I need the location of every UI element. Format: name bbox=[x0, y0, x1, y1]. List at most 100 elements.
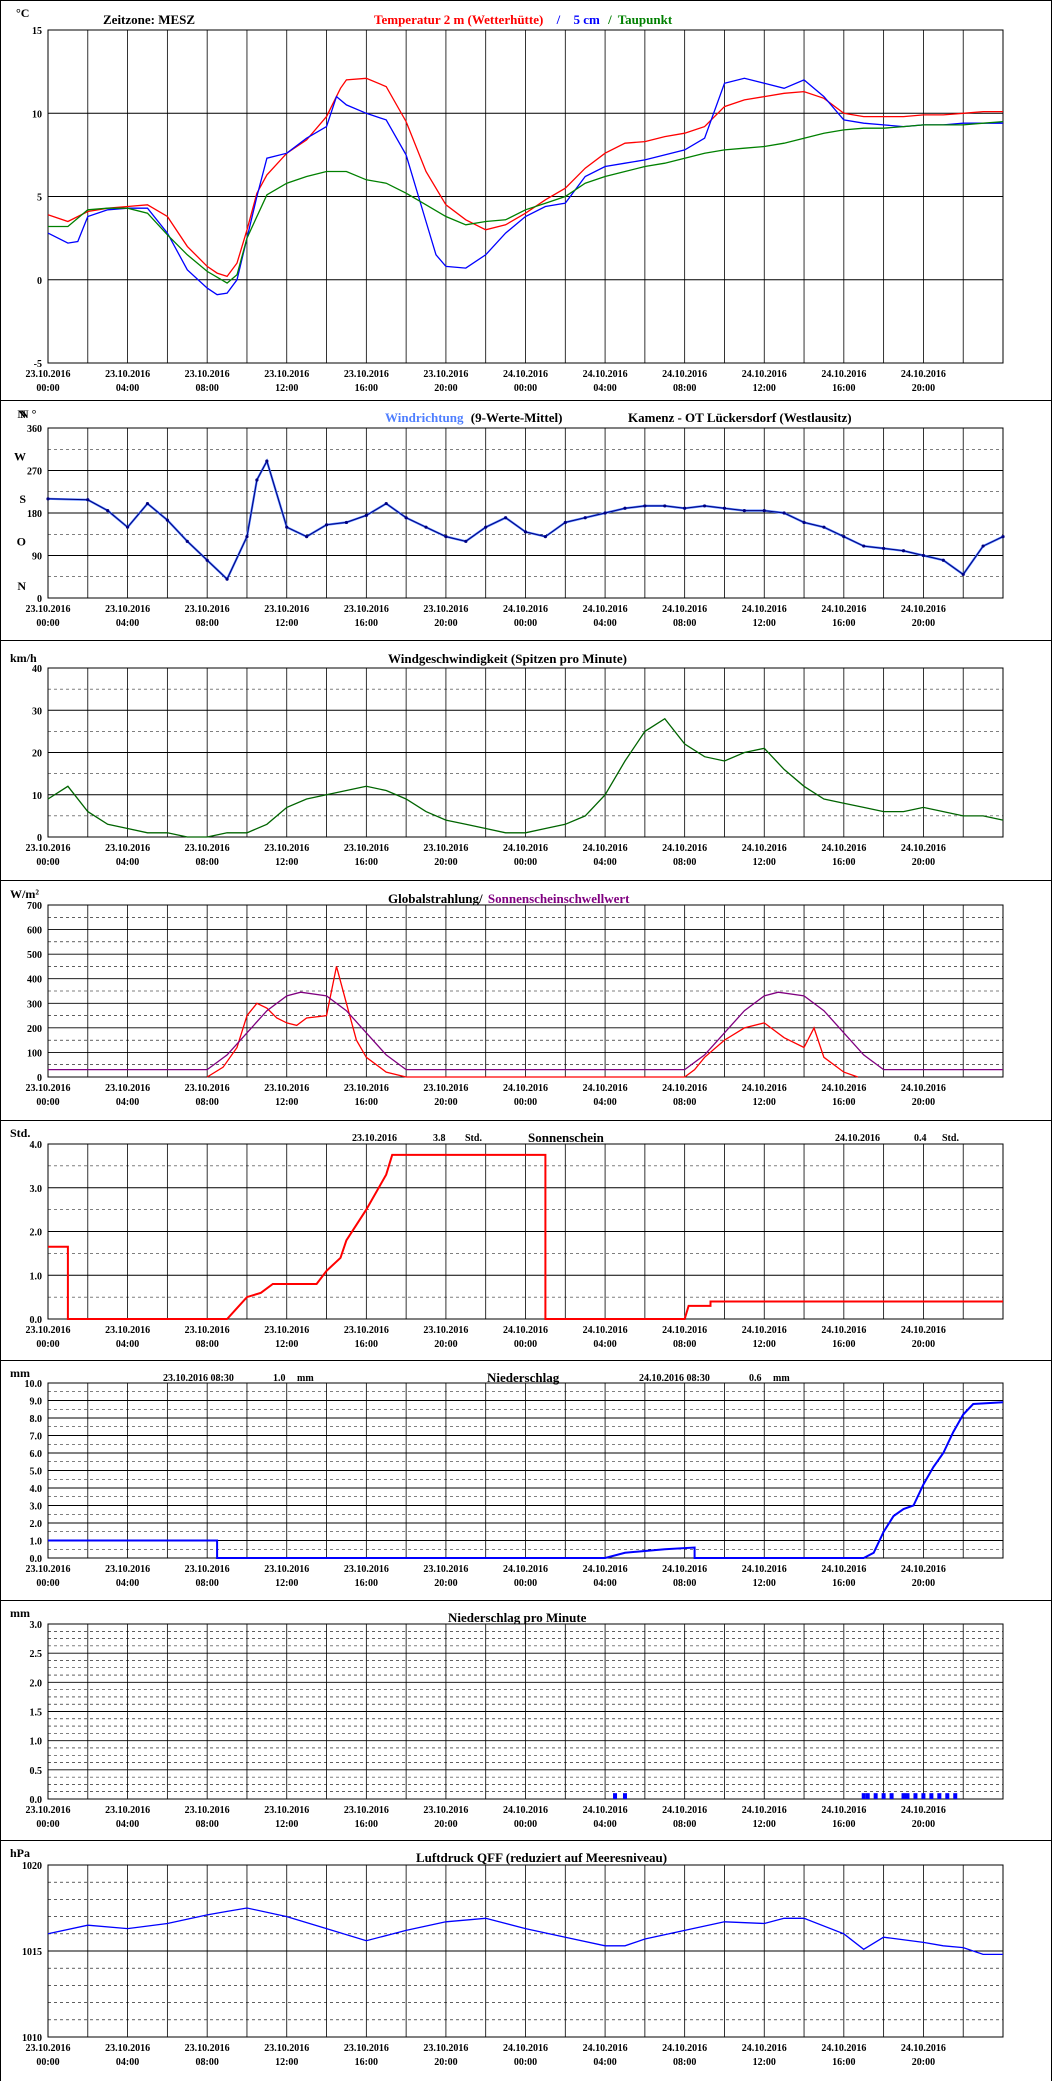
x-tick-time: 12:00 bbox=[753, 857, 776, 868]
series-layer bbox=[47, 77, 1004, 296]
x-tick-date: 24.10.2016 bbox=[821, 843, 866, 854]
x-tick-date: 24.10.2016 bbox=[662, 1805, 707, 1816]
x-tick-time: 04:00 bbox=[593, 383, 616, 394]
x-tick-time: 12:00 bbox=[753, 1578, 776, 1589]
precipitation-panel: 0.0 1.0 2.0 3.0 4.0 5.0 6.0 7.0 8.0 9.0 10.0 23.10… bbox=[10, 1366, 1004, 1589]
y-tick-label: 1.5 bbox=[30, 1708, 43, 1719]
x-tick-date: 23.10.2016 bbox=[26, 369, 71, 380]
data-point bbox=[563, 520, 567, 525]
y-tick-label: 4.0 bbox=[30, 1140, 43, 1151]
x-tick-date: 23.10.2016 bbox=[185, 1083, 230, 1094]
precip-bar bbox=[873, 1793, 878, 1799]
x-tick-date: 24.10.2016 bbox=[901, 604, 946, 615]
data-point bbox=[862, 544, 866, 548]
y-tick-label: 100 bbox=[27, 1048, 42, 1059]
data-point bbox=[603, 511, 607, 515]
precip-bar bbox=[901, 1793, 906, 1799]
x-tick-time: 16:00 bbox=[355, 383, 378, 394]
x-tick-time: 12:00 bbox=[275, 1819, 298, 1830]
series-layer bbox=[47, 1907, 1003, 1956]
x-tick-time: 16:00 bbox=[355, 2057, 378, 2068]
series-line bbox=[47, 717, 1004, 838]
x-tick-date: 23.10.2016 bbox=[264, 369, 309, 380]
x-tick-time: 12:00 bbox=[753, 383, 776, 394]
x-tick-time: 00:00 bbox=[514, 1578, 537, 1589]
data-point bbox=[504, 516, 508, 520]
x-tick-labels: 23.10.2016 00:00 23.10.2016 04:00 23.10.2016… bbox=[26, 1564, 946, 1589]
x-tick-date: 24.10.2016 bbox=[821, 1325, 866, 1336]
y-tick-label: 0.0 bbox=[30, 1554, 43, 1565]
x-tick-date: 23.10.2016 bbox=[26, 1564, 71, 1575]
pressure-panel: 1010 1015 1020 23.10.2016 00:00 23.10.2016 04… bbox=[10, 1846, 1004, 2068]
y-tick-label: 1.0 bbox=[30, 1537, 43, 1548]
x-tick-time: 20:00 bbox=[434, 1097, 457, 1108]
data-point bbox=[145, 501, 150, 506]
x-tick-date: 23.10.2016 bbox=[264, 1805, 309, 1816]
data-point bbox=[424, 525, 428, 529]
data-point bbox=[106, 509, 110, 513]
y-tick-label: 0 bbox=[37, 594, 42, 605]
x-tick-time: 20:00 bbox=[434, 1578, 457, 1589]
x-tick-time: 20:00 bbox=[912, 1819, 935, 1830]
x-tick-time: 04:00 bbox=[116, 1819, 139, 1830]
day1-value: 3.8 bbox=[433, 1133, 446, 1144]
x-tick-date: 24.10.2016 bbox=[503, 1083, 548, 1094]
x-tick-time: 12:00 bbox=[275, 1339, 298, 1350]
wind-speed-panel: 0 10 20 30 40 23.10.2016 00:00 23.10.2016 04:00… bbox=[10, 651, 1004, 868]
x-tick-date: 24.10.2016 bbox=[583, 1325, 628, 1336]
x-tick-time: 20:00 bbox=[912, 618, 935, 629]
x-tick-time: 00:00 bbox=[514, 1097, 537, 1108]
precip-bar bbox=[913, 1793, 918, 1799]
y-tick-labels: 0 100 200 300 400 500 600 700 bbox=[27, 901, 42, 1084]
data-point bbox=[762, 509, 766, 513]
x-tick-date: 23.10.2016 bbox=[185, 1805, 230, 1816]
y-tick-label: 30 bbox=[32, 706, 42, 717]
y-tick-label: 0 bbox=[37, 276, 42, 287]
x-tick-time: 16:00 bbox=[832, 618, 855, 629]
x-tick-time: 16:00 bbox=[355, 857, 378, 868]
data-point bbox=[722, 506, 727, 510]
x-tick-date: 24.10.2016 bbox=[503, 1325, 548, 1336]
y-tick-label: 1.0 bbox=[30, 1737, 43, 1748]
y-tick-label: 3.0 bbox=[30, 1184, 43, 1195]
y-unit-label: °C bbox=[16, 6, 29, 20]
x-tick-time: 00:00 bbox=[514, 618, 537, 629]
data-point bbox=[444, 535, 448, 539]
x-tick-date: 23.10.2016 bbox=[423, 604, 468, 615]
x-tick-date: 24.10.2016 bbox=[583, 2043, 628, 2054]
x-tick-time: 08:00 bbox=[195, 1578, 218, 1589]
x-tick-date: 24.10.2016 bbox=[503, 2043, 548, 2054]
precip-bar bbox=[861, 1793, 866, 1799]
x-tick-date: 23.10.2016 bbox=[264, 604, 309, 615]
precipitation-per-minute-panel: 0.00.51.01.52.02.53.0 23.10.201600:0023.… bbox=[10, 1606, 1004, 1830]
legend-mittel: (9-Werte-Mittel) bbox=[471, 410, 563, 425]
x-tick-date: 23.10.2016 bbox=[105, 1325, 150, 1336]
grid bbox=[47, 1143, 1004, 1320]
y-unit-label: hPa bbox=[10, 1846, 30, 1860]
x-tick-date: 23.10.2016 bbox=[105, 1083, 150, 1094]
x-tick-time: 04:00 bbox=[116, 1578, 139, 1589]
data-point bbox=[205, 558, 209, 562]
y-tick-label: 1015 bbox=[22, 1947, 42, 1958]
x-tick-time: 16:00 bbox=[832, 2057, 855, 2068]
y-tick-label: 180 bbox=[27, 509, 42, 520]
data-point bbox=[981, 544, 985, 548]
day1-label: 23.10.2016 08:30 bbox=[163, 1373, 234, 1384]
x-tick-time: 04:00 bbox=[116, 618, 139, 629]
data-point bbox=[742, 509, 746, 513]
station-name: Kamenz - OT Lückersdorf (Westlausitz) bbox=[628, 410, 852, 425]
x-tick-time: 16:00 bbox=[832, 857, 855, 868]
y-unit-label: km/h bbox=[10, 651, 37, 665]
data-point bbox=[543, 535, 547, 539]
y-tick-label: 600 bbox=[27, 926, 42, 937]
grid bbox=[47, 1864, 1004, 2038]
x-tick-date: 24.10.2016 bbox=[503, 369, 548, 380]
data-point bbox=[364, 513, 368, 517]
x-tick-time: 20:00 bbox=[434, 2057, 457, 2068]
x-tick-time: 08:00 bbox=[673, 1097, 696, 1108]
x-tick-date: 24.10.2016 bbox=[821, 1083, 866, 1094]
x-tick-date: 23.10.2016 bbox=[344, 369, 389, 380]
x-tick-date: 24.10.2016 bbox=[662, 369, 707, 380]
data-point bbox=[882, 546, 886, 551]
grid bbox=[47, 29, 1004, 364]
